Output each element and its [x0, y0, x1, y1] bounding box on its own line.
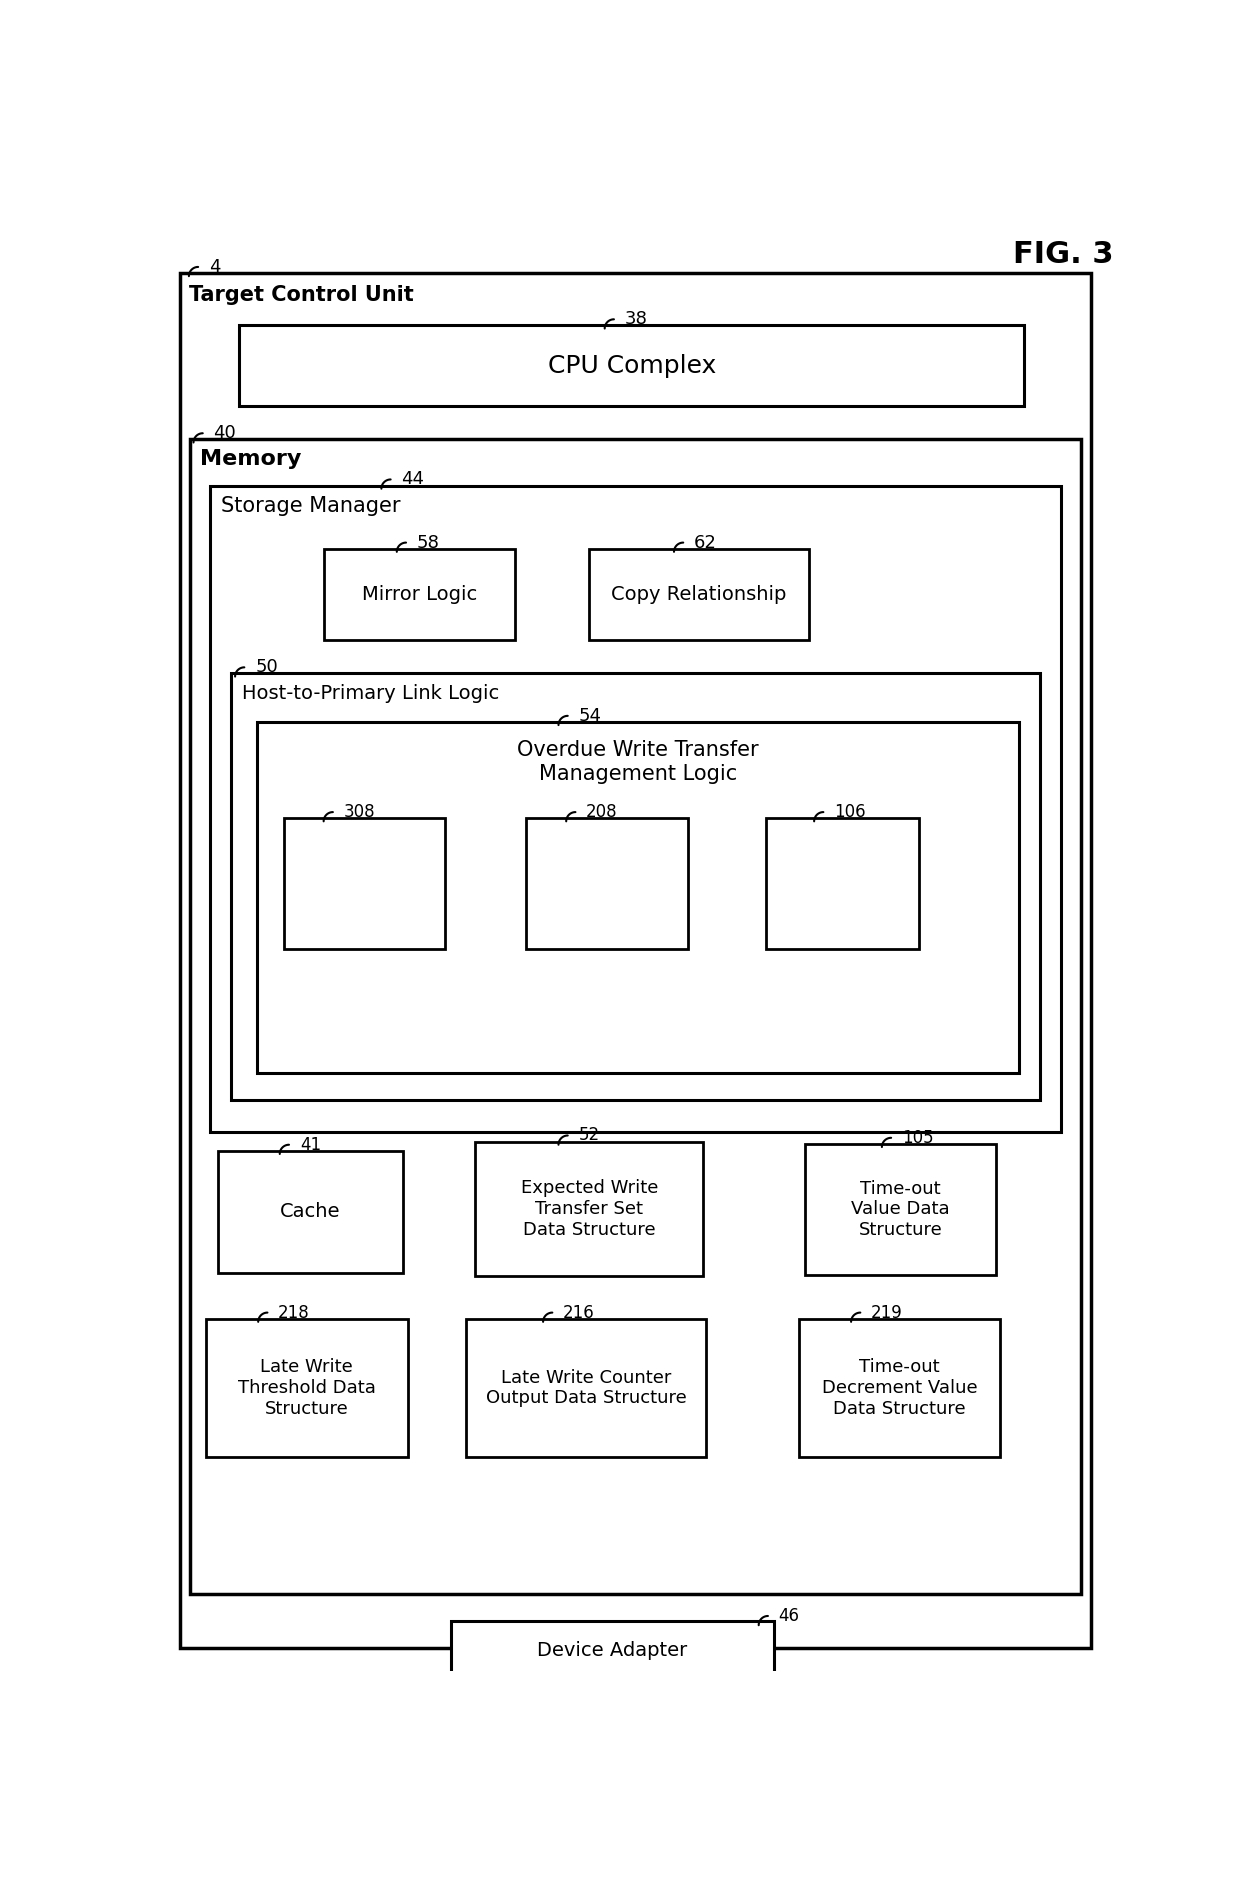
- FancyBboxPatch shape: [239, 325, 1024, 406]
- Text: Copy Relationship: Copy Relationship: [611, 584, 786, 603]
- FancyBboxPatch shape: [180, 272, 1091, 1649]
- Text: Expected Write
Transfer Set
Data Structure: Expected Write Transfer Set Data Structu…: [521, 1179, 658, 1239]
- Text: Time-out
Value Data
Structure: Time-out Value Data Structure: [851, 1179, 950, 1239]
- FancyBboxPatch shape: [206, 1318, 408, 1457]
- FancyBboxPatch shape: [466, 1318, 707, 1457]
- Text: 41: 41: [300, 1136, 321, 1153]
- Text: 106: 106: [835, 804, 866, 821]
- FancyBboxPatch shape: [526, 819, 688, 948]
- Text: Time-out
Decrement Value
Data Structure: Time-out Decrement Value Data Structure: [822, 1358, 977, 1418]
- Text: Late Write Counter
Output Data Structure: Late Write Counter Output Data Structure: [486, 1369, 687, 1407]
- Text: 62: 62: [694, 533, 717, 552]
- FancyBboxPatch shape: [450, 1621, 774, 1681]
- Text: 46: 46: [779, 1608, 800, 1624]
- Text: 218: 218: [278, 1303, 310, 1322]
- Text: Device Adapter: Device Adapter: [537, 1641, 687, 1660]
- FancyBboxPatch shape: [218, 1151, 403, 1273]
- FancyBboxPatch shape: [766, 819, 919, 948]
- FancyBboxPatch shape: [324, 548, 515, 640]
- Text: FIG. 3: FIG. 3: [1013, 240, 1114, 269]
- Text: 44: 44: [402, 471, 424, 488]
- Text: Late Write
Threshold Data
Structure: Late Write Threshold Data Structure: [238, 1358, 376, 1418]
- FancyBboxPatch shape: [211, 486, 1060, 1132]
- Text: CPU Complex: CPU Complex: [548, 353, 715, 377]
- Text: User
Interface: User Interface: [802, 864, 883, 903]
- Text: Target Control Unit: Target Control Unit: [188, 285, 414, 304]
- Text: 219: 219: [872, 1303, 903, 1322]
- Text: Overdue Write Transfer
Management Logic: Overdue Write Transfer Management Logic: [517, 740, 759, 783]
- Text: 52: 52: [579, 1127, 600, 1144]
- Text: 58: 58: [417, 533, 440, 552]
- Text: Late Write
Counter: Late Write Counter: [560, 864, 653, 903]
- Text: 308: 308: [343, 804, 376, 821]
- Text: 38: 38: [625, 310, 647, 329]
- Text: Memory: Memory: [200, 449, 301, 470]
- FancyBboxPatch shape: [284, 819, 445, 948]
- Text: Cache: Cache: [280, 1202, 341, 1221]
- Text: 50: 50: [255, 659, 278, 676]
- FancyBboxPatch shape: [799, 1318, 1001, 1457]
- FancyBboxPatch shape: [231, 674, 1040, 1101]
- Text: Storage Manager: Storage Manager: [221, 496, 401, 516]
- Text: 208: 208: [587, 804, 618, 821]
- Text: Mirror Logic: Mirror Logic: [362, 584, 476, 603]
- Text: 216: 216: [563, 1303, 595, 1322]
- FancyBboxPatch shape: [191, 439, 1080, 1594]
- FancyBboxPatch shape: [475, 1142, 703, 1277]
- FancyBboxPatch shape: [257, 721, 1019, 1072]
- Text: Host-to-Primary Link Logic: Host-to-Primary Link Logic: [242, 684, 500, 702]
- Text: 105: 105: [901, 1129, 934, 1147]
- FancyBboxPatch shape: [589, 548, 808, 640]
- Text: 40: 40: [213, 424, 237, 441]
- Text: Write Set
Counter: Write Set Counter: [322, 864, 405, 903]
- Text: 4: 4: [208, 257, 221, 276]
- FancyBboxPatch shape: [805, 1144, 996, 1275]
- Text: 54: 54: [579, 706, 601, 725]
